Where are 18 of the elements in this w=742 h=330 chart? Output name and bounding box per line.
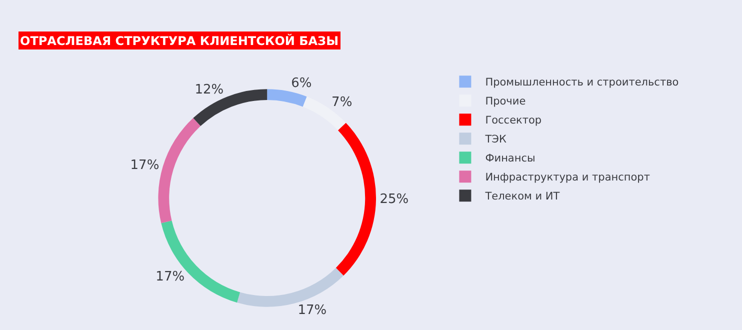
legend-label: Промышленность и строительство bbox=[485, 76, 679, 89]
data-label: 6% bbox=[291, 76, 312, 92]
legend-label: Телеком и ИТ bbox=[484, 190, 560, 203]
legend-label: Инфраструктура и транспорт bbox=[485, 172, 650, 184]
data-label: 17% bbox=[130, 158, 160, 174]
legend-label: ТЭК bbox=[484, 134, 507, 146]
donut-slice bbox=[267, 89, 307, 107]
data-label: 17% bbox=[298, 303, 327, 318]
legend-label: Финансы bbox=[485, 152, 536, 165]
legend-label: Госсектор bbox=[485, 114, 542, 127]
data-label: 25% bbox=[380, 192, 409, 208]
data-label: 12% bbox=[194, 82, 224, 98]
chart-title: ОТРАСЛЕВАЯ СТРУКТУРА КЛИЕНТСКОЙ БАЗЫ bbox=[20, 33, 339, 48]
legend-label: Прочие bbox=[485, 96, 526, 108]
donut-slice bbox=[336, 122, 376, 276]
data-label: 7% bbox=[332, 94, 352, 110]
data-label: 17% bbox=[156, 269, 185, 284]
donut-slice bbox=[158, 118, 201, 224]
